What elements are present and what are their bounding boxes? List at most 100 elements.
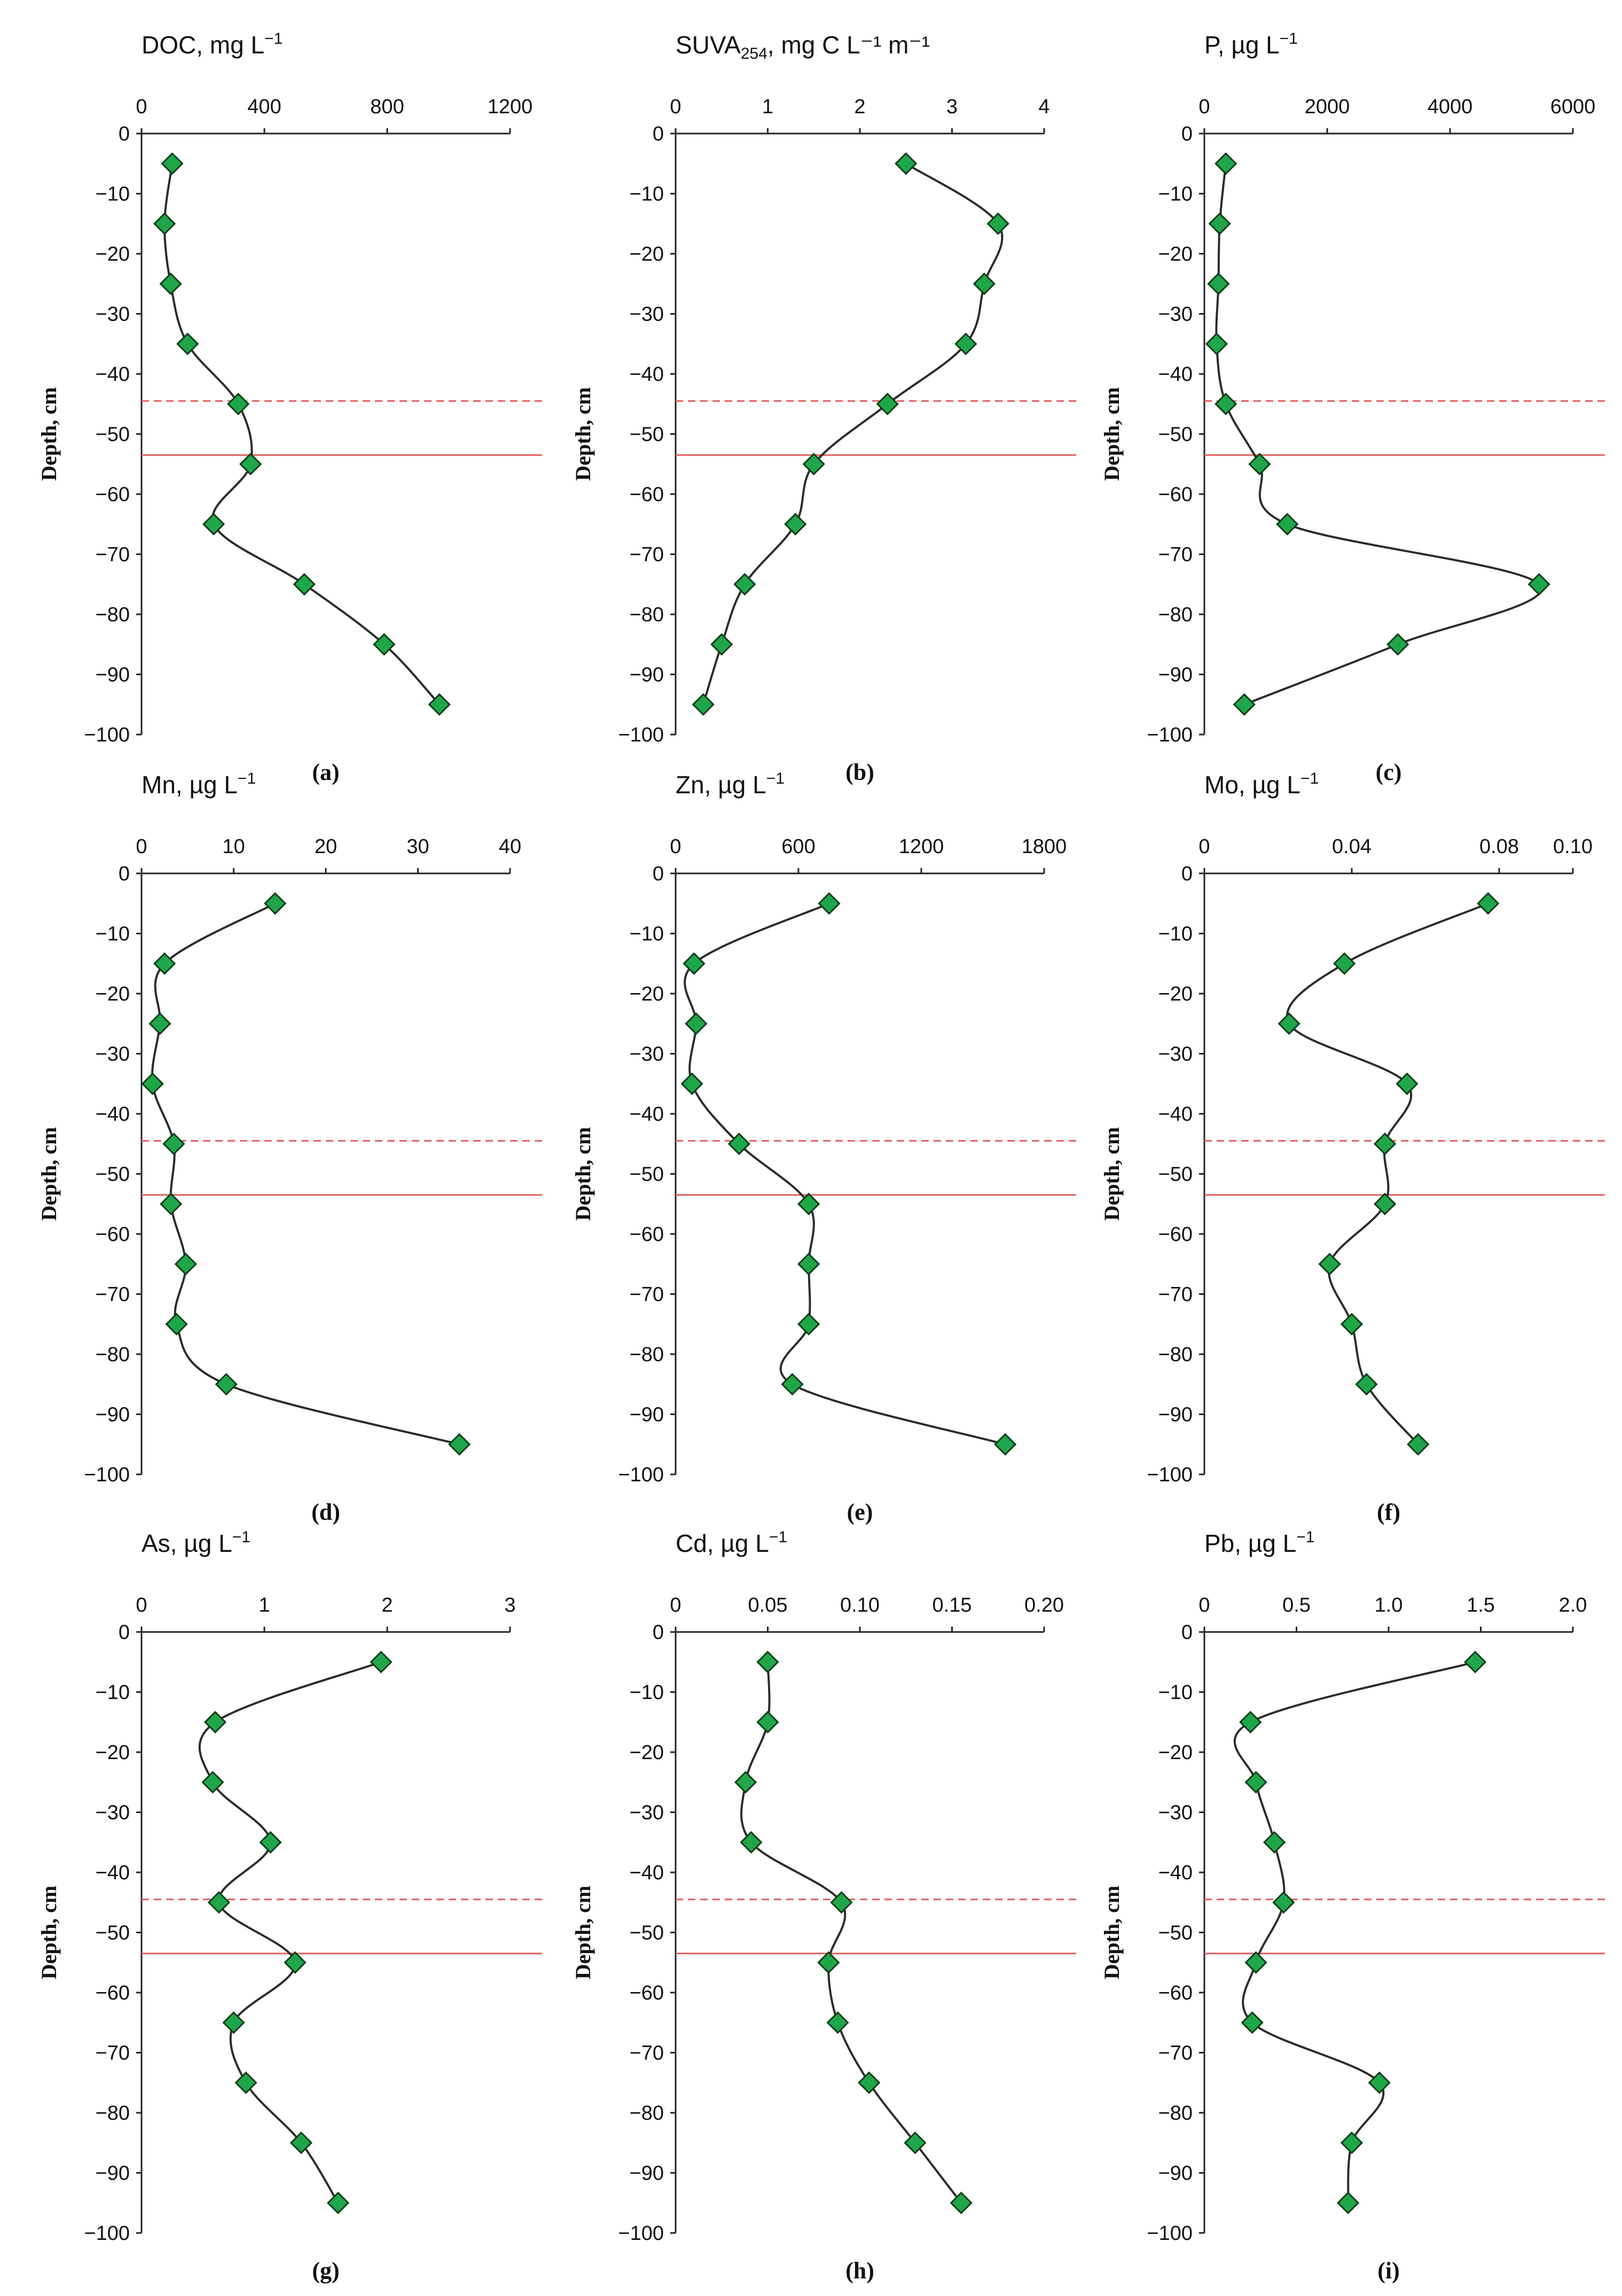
- data-point: [756, 1711, 779, 1733]
- x-tick-label: 1200: [488, 96, 533, 118]
- data-point: [428, 693, 451, 716]
- x-tick-label: 40: [499, 835, 521, 858]
- panel-label: (a): [312, 759, 339, 785]
- data-point: [1244, 1771, 1267, 1794]
- y-tick-label: −70: [96, 544, 130, 566]
- data-point: [1248, 452, 1271, 475]
- data-point: [207, 1891, 231, 1914]
- x-tick-label: 0: [1198, 1594, 1210, 1616]
- x-tick-label: 0: [1198, 96, 1210, 118]
- panel-title: P, µg L−1: [1204, 30, 1298, 59]
- data-point: [1333, 952, 1356, 975]
- data-point: [1368, 2071, 1391, 2094]
- x-tick-label: 6000: [1550, 96, 1596, 118]
- data-point: [176, 332, 199, 355]
- title-superscript: −1: [264, 30, 283, 48]
- y-tick-label: 0: [1181, 863, 1193, 885]
- y-tick-label: −10: [96, 183, 130, 206]
- y-axis-label: Depth, cm: [1100, 387, 1124, 481]
- data-point: [1233, 693, 1256, 716]
- y-tick-label: −80: [630, 604, 664, 626]
- panel-i: Pb, µg L−10 0.5 1.0 1.5 2.00−10−20−30−40−50−…: [1100, 1528, 1605, 2284]
- data-point: [159, 272, 182, 295]
- data-point: [1340, 2131, 1364, 2154]
- y-tick-label: −60: [630, 1223, 664, 1246]
- data-point: [1386, 633, 1409, 656]
- y-tick-label: −10: [630, 923, 664, 946]
- data-point: [153, 952, 176, 975]
- y-tick-label: −90: [1158, 1404, 1193, 1426]
- y-tick-label: 0: [653, 123, 664, 145]
- y-tick-label: −100: [1147, 724, 1193, 746]
- y-tick-label: 0: [119, 863, 130, 885]
- x-tick-label: 0.08: [1479, 835, 1519, 858]
- title-superscript: −1: [766, 770, 785, 787]
- x-tick-label: 800: [370, 96, 404, 118]
- title-superscript: −1: [769, 1528, 787, 1546]
- y-tick-label: −100: [618, 724, 664, 746]
- series-line: [684, 902, 1006, 1446]
- y-tick-label: −20: [1158, 243, 1193, 265]
- title-subscript: 254: [741, 45, 767, 63]
- panel-title: Mn, µg L−1: [142, 770, 256, 799]
- series-line: [1233, 1661, 1476, 2203]
- data-point: [1527, 573, 1550, 596]
- title-main: Mo, µg L: [1204, 771, 1300, 799]
- y-tick-label: −70: [1158, 2042, 1193, 2065]
- x-tick-label: 4000: [1428, 96, 1473, 118]
- panel-label: (g): [312, 2258, 339, 2284]
- panel-label: (i): [1377, 2258, 1400, 2284]
- x-tick-label: 1800: [1022, 835, 1067, 858]
- y-tick-label: −90: [1158, 2162, 1193, 2185]
- y-axis-label: Depth, cm: [571, 1127, 595, 1221]
- series-line: [702, 162, 1004, 705]
- y-tick-label: 0: [1181, 1621, 1193, 1644]
- data-point: [986, 212, 1009, 235]
- panel-label: (b): [845, 759, 874, 785]
- title-main: Mn, µg L: [142, 771, 238, 799]
- data-point: [740, 1831, 763, 1854]
- y-axis-label: Depth, cm: [1100, 1127, 1124, 1221]
- data-point: [994, 1433, 1017, 1456]
- x-tick-label: 30: [406, 835, 429, 858]
- y-tick-label: −10: [96, 1682, 130, 1704]
- x-tick-label: 1.5: [1467, 1594, 1495, 1616]
- data-point: [876, 393, 899, 416]
- data-point: [733, 573, 756, 596]
- data-point: [1263, 1831, 1286, 1854]
- data-point: [239, 452, 262, 475]
- y-tick-label: −40: [630, 1862, 664, 1884]
- data-point: [215, 1373, 238, 1396]
- y-tick-label: −10: [630, 1682, 664, 1704]
- y-tick-label: −40: [630, 363, 664, 386]
- y-tick-label: −80: [1158, 604, 1193, 626]
- y-tick-label: −90: [1158, 664, 1193, 686]
- y-tick-label: −100: [84, 1464, 130, 1486]
- title-superscript: −1: [1296, 1528, 1314, 1546]
- y-tick-label: 0: [653, 863, 664, 885]
- data-point: [1276, 513, 1299, 536]
- panel-title: Cd, µg L−1: [676, 1528, 787, 1557]
- panel-label: (d): [311, 1499, 340, 1525]
- y-tick-label: −50: [96, 1163, 130, 1186]
- title-main: P, µg L: [1204, 31, 1280, 59]
- title-tail: , mg C L⁻¹ m⁻¹: [767, 31, 930, 59]
- y-tick-label: −80: [1158, 1344, 1193, 1366]
- data-point: [1477, 892, 1500, 915]
- y-tick-label: −100: [618, 1464, 664, 1486]
- y-tick-label: −80: [96, 604, 130, 626]
- data-point: [227, 393, 250, 416]
- y-axis-label: Depth, cm: [571, 1886, 595, 1980]
- y-tick-label: −50: [1158, 1922, 1193, 1944]
- y-tick-label: −40: [96, 1103, 130, 1126]
- data-point: [370, 1651, 393, 1674]
- x-tick-label: 2000: [1305, 96, 1350, 118]
- x-tick-label: 20: [315, 835, 337, 858]
- data-point: [165, 1313, 188, 1336]
- y-tick-label: −10: [1158, 1682, 1193, 1704]
- data-point: [141, 1072, 164, 1095]
- panel-label: (c): [1376, 759, 1402, 785]
- data-point: [954, 332, 977, 355]
- data-point: [160, 1192, 183, 1215]
- x-tick-label: 0: [136, 96, 147, 118]
